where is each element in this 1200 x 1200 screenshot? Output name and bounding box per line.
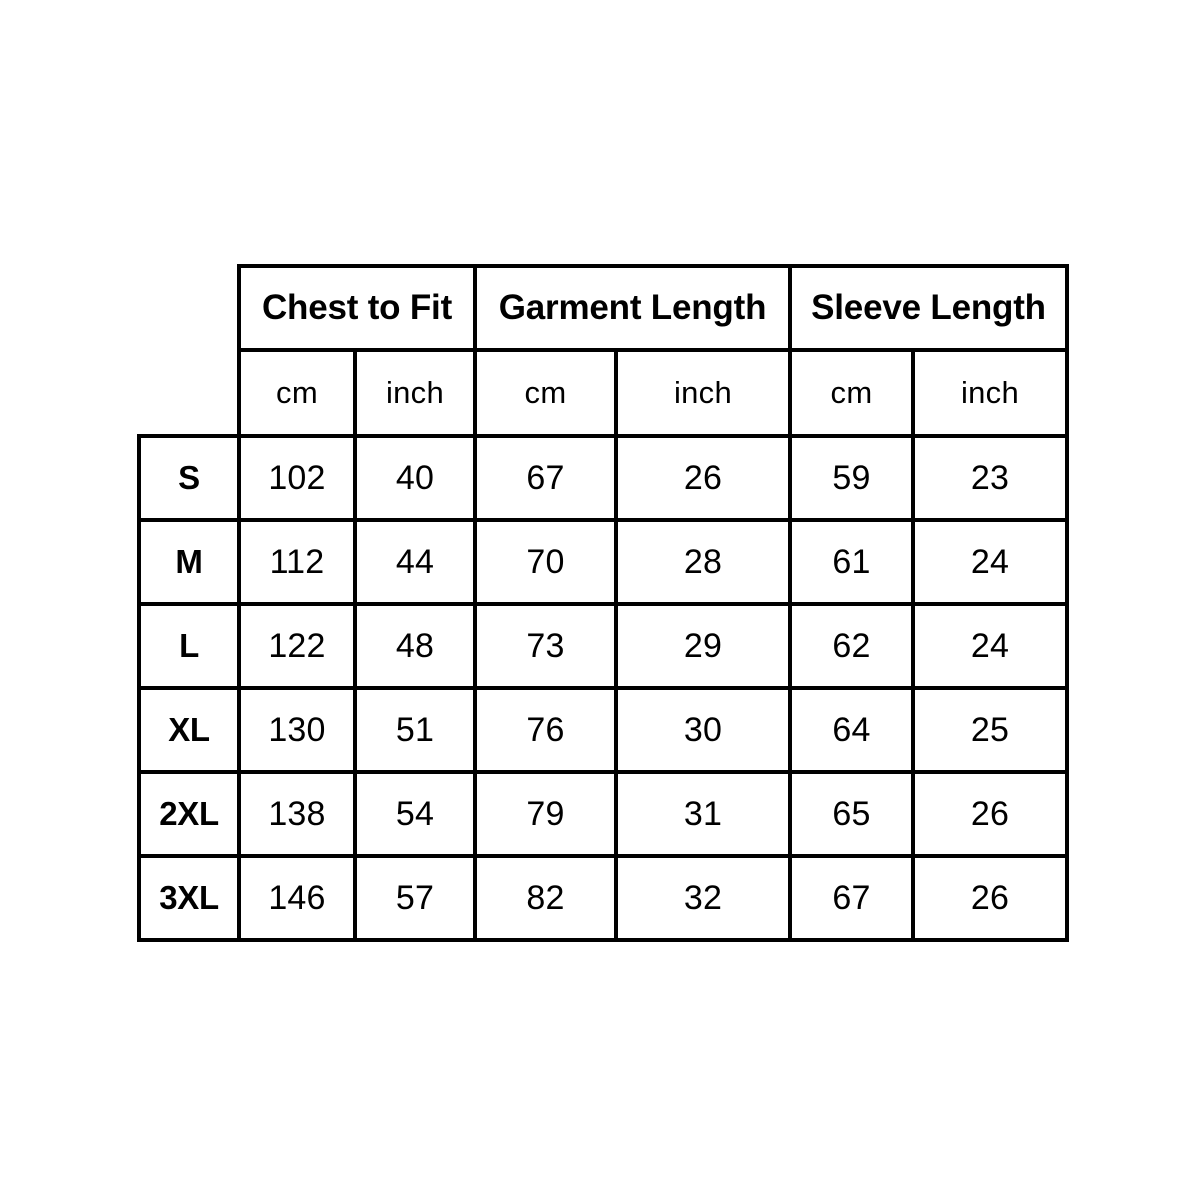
unit-sleeve-inch: inch xyxy=(911,348,1069,438)
size-chart-table: Chest to Fit Garment Length Sleeve Lengt… xyxy=(137,264,1069,942)
value-sleeve-cm: 62 xyxy=(788,602,915,690)
corner-notch-top xyxy=(139,266,239,350)
value-chest-cm: 146 xyxy=(237,854,357,942)
unit-garment-inch: inch xyxy=(614,348,792,438)
table-row: S 102 40 67 26 59 23 xyxy=(137,434,1069,522)
value-sleeve-cm: 64 xyxy=(788,686,915,774)
value-chest-cm: 138 xyxy=(237,770,357,858)
size-label: S xyxy=(137,434,241,522)
unit-header-row: cm inch cm inch cm inch xyxy=(139,348,1069,438)
value-garment-cm: 70 xyxy=(473,518,618,606)
value-garment-inch: 29 xyxy=(614,602,792,690)
value-sleeve-cm: 65 xyxy=(788,770,915,858)
table-row: L 122 48 73 29 62 24 xyxy=(137,602,1069,690)
group-header-sleeve-length: Sleeve Length xyxy=(788,264,1069,352)
value-garment-inch: 26 xyxy=(614,434,792,522)
value-sleeve-cm: 67 xyxy=(788,854,915,942)
corner-notch-bottom xyxy=(139,350,239,436)
value-garment-inch: 31 xyxy=(614,770,792,858)
value-chest-cm: 112 xyxy=(237,518,357,606)
value-chest-cm: 102 xyxy=(237,434,357,522)
value-sleeve-inch: 26 xyxy=(911,770,1069,858)
value-garment-inch: 28 xyxy=(614,518,792,606)
value-sleeve-inch: 24 xyxy=(911,518,1069,606)
value-sleeve-inch: 25 xyxy=(911,686,1069,774)
group-header-garment-length: Garment Length xyxy=(473,264,792,352)
value-chest-cm: 122 xyxy=(237,602,357,690)
value-chest-inch: 40 xyxy=(353,434,477,522)
group-header-row: Chest to Fit Garment Length Sleeve Lengt… xyxy=(139,264,1069,352)
size-label: M xyxy=(137,518,241,606)
table-row: 3XL 146 57 82 32 67 26 xyxy=(137,854,1069,942)
size-label: XL xyxy=(137,686,241,774)
value-chest-inch: 54 xyxy=(353,770,477,858)
value-chest-inch: 44 xyxy=(353,518,477,606)
table-row: XL 130 51 76 30 64 25 xyxy=(137,686,1069,774)
value-sleeve-cm: 61 xyxy=(788,518,915,606)
value-chest-inch: 48 xyxy=(353,602,477,690)
size-label: 2XL xyxy=(137,770,241,858)
value-sleeve-inch: 26 xyxy=(911,854,1069,942)
size-label: L xyxy=(137,602,241,690)
value-sleeve-inch: 23 xyxy=(911,434,1069,522)
group-header-chest-to-fit: Chest to Fit xyxy=(237,264,477,352)
value-sleeve-inch: 24 xyxy=(911,602,1069,690)
value-garment-cm: 76 xyxy=(473,686,618,774)
value-sleeve-cm: 59 xyxy=(788,434,915,522)
unit-chest-inch: inch xyxy=(353,348,477,438)
size-label: 3XL xyxy=(137,854,241,942)
value-chest-inch: 57 xyxy=(353,854,477,942)
unit-garment-cm: cm xyxy=(473,348,618,438)
table-row: 2XL 138 54 79 31 65 26 xyxy=(137,770,1069,858)
table-row: M 112 44 70 28 61 24 xyxy=(137,518,1069,606)
value-garment-cm: 67 xyxy=(473,434,618,522)
value-garment-cm: 82 xyxy=(473,854,618,942)
value-garment-cm: 79 xyxy=(473,770,618,858)
value-chest-cm: 130 xyxy=(237,686,357,774)
value-chest-inch: 51 xyxy=(353,686,477,774)
unit-sleeve-cm: cm xyxy=(788,348,915,438)
unit-chest-cm: cm xyxy=(237,348,357,438)
value-garment-inch: 30 xyxy=(614,686,792,774)
value-garment-cm: 73 xyxy=(473,602,618,690)
value-garment-inch: 32 xyxy=(614,854,792,942)
